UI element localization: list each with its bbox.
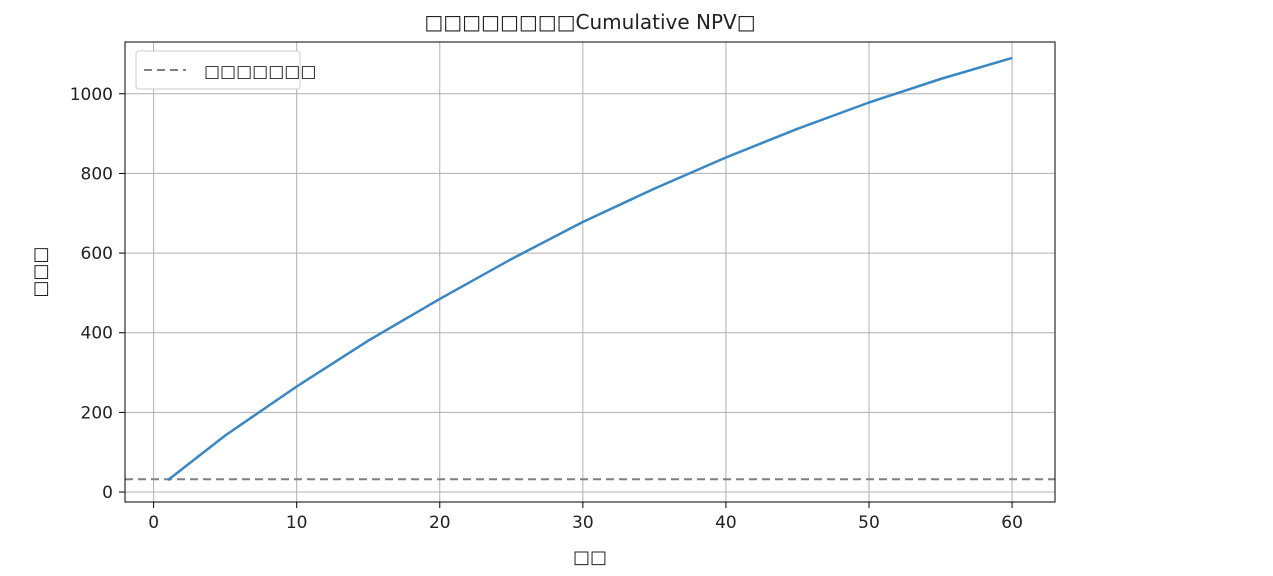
- x-axis-ticks: 0 10 20 30 40 50 60: [148, 502, 1023, 533]
- x-tick-label: 60: [1001, 513, 1023, 533]
- legend-label: □□□□□□□: [204, 62, 316, 82]
- x-axis-label: □□: [573, 547, 607, 568]
- y-tick-label: 400: [81, 324, 113, 344]
- x-tick-label: 50: [858, 513, 880, 533]
- plot-frame: [124, 41, 1056, 503]
- y-tick-label: 600: [81, 244, 113, 264]
- y-axis-ticks: 0 200 400 600 800 1000: [70, 85, 125, 503]
- chart-title: □□□□□□□□Cumulative NPV□: [424, 10, 755, 34]
- grid-lines: [125, 42, 1055, 502]
- y-tick-label: 1000: [70, 85, 113, 105]
- legend: □□□□□□□: [135, 50, 316, 90]
- x-tick-label: 40: [715, 513, 737, 533]
- y-tick-label: 800: [81, 164, 113, 184]
- x-tick-label: 0: [148, 513, 159, 533]
- y-tick-label: 0: [102, 483, 113, 503]
- legend-box: [135, 50, 301, 90]
- series-line: [167, 56, 1013, 482]
- x-tick-label: 30: [572, 513, 594, 533]
- y-tick-label: 200: [81, 403, 113, 423]
- x-tick-label: 20: [429, 513, 451, 533]
- y-axis-label: □□□: [30, 246, 51, 297]
- x-tick-label: 10: [286, 513, 308, 533]
- series-lines: [167, 56, 1013, 482]
